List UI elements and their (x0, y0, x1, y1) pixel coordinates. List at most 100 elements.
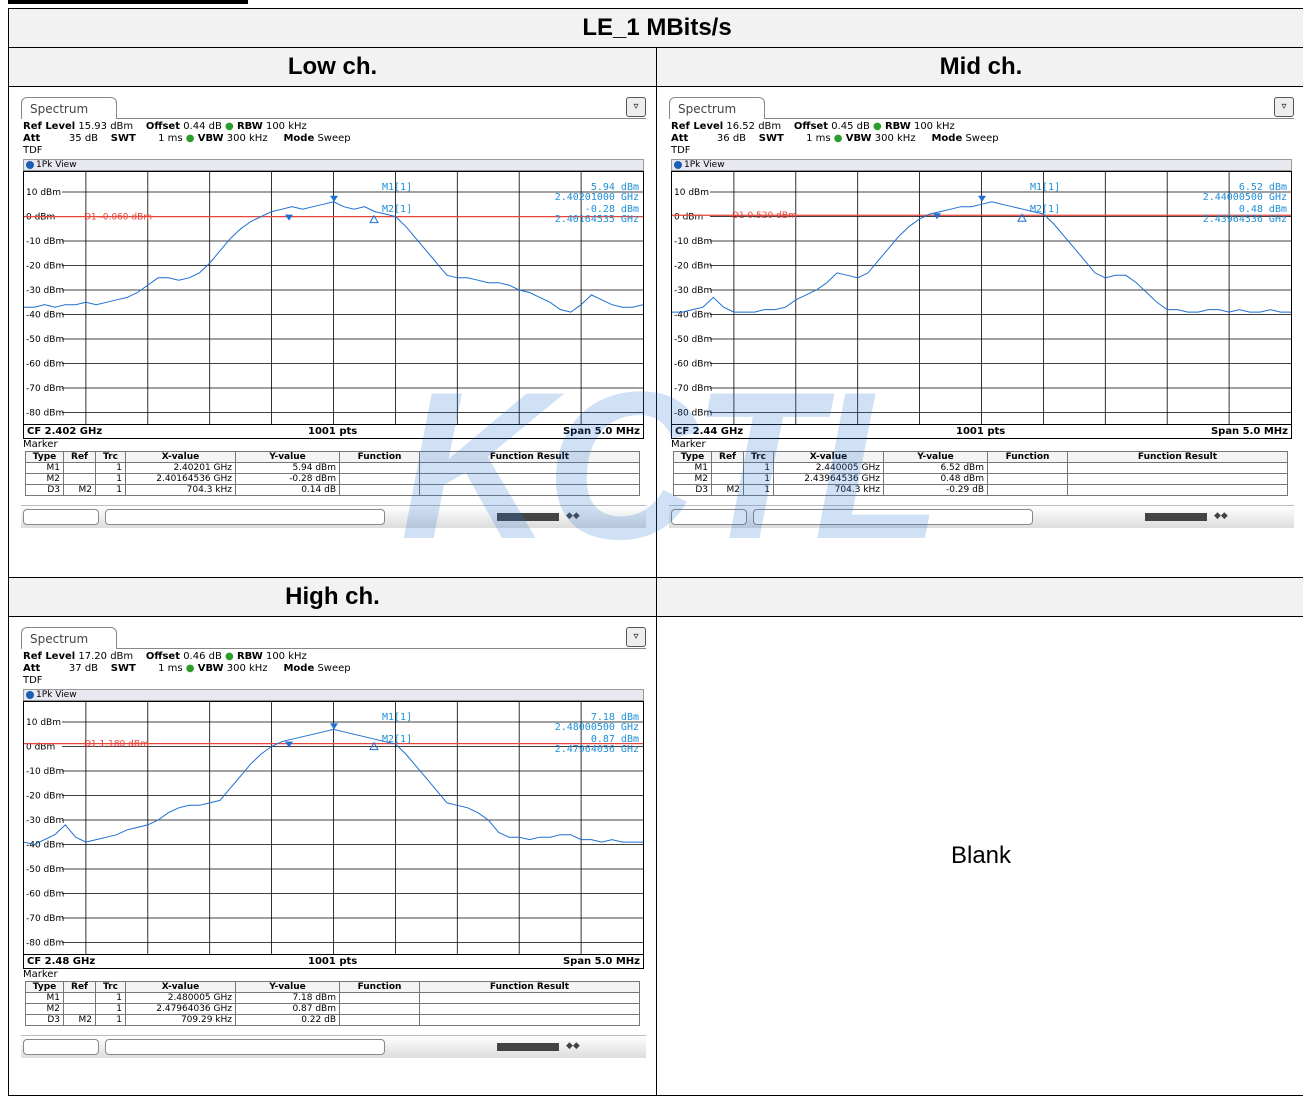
mode-value: Sweep (965, 133, 999, 144)
y-tick-label: 10 dBm (674, 188, 709, 198)
marker-row: M2 1 2.47964036 GHz 0.87 dBm (25, 1003, 640, 1015)
y-tick-label: -30 dBm (26, 286, 64, 296)
y-tick-label: -10 dBm (26, 237, 64, 247)
ref-level-value: 17.20 dBm (78, 651, 134, 662)
settings-row-2: Att 35 dB SWT 1 ms ● VBW 300 kHz Mode Sw… (23, 133, 351, 144)
offset-label: Offset (793, 121, 828, 132)
marker-cell: 6.52 dBm (883, 462, 988, 474)
y-tick-label: -40 dBm (674, 311, 712, 321)
spectrum-plot: 10 dBm 0 dBm -10 dBm -20 dBm -30 dBm -40 dBm -… (23, 701, 644, 955)
marker-cell (339, 1014, 420, 1026)
m1-marker-icon (330, 195, 338, 202)
y-tick-label: -40 dBm (26, 311, 64, 321)
m2-marker-icon (285, 214, 293, 221)
marker-row: M1 1 2.440005 GHz 6.52 dBm (673, 462, 1288, 474)
marker-cell: 0.14 dB (235, 484, 340, 496)
marker-cell: 0.48 dBm (883, 473, 988, 485)
y-tick-label: -80 dBm (26, 939, 64, 949)
marker-header-cell: Ref (63, 981, 96, 993)
marker-title: Marker (23, 439, 58, 450)
marker-cell (339, 462, 420, 474)
m1-label: M1[1] (382, 182, 412, 193)
status-field-2[interactable] (753, 509, 1033, 525)
marker-cell: D3 (25, 484, 64, 496)
m2-frequency: 2.43964536 GHz (1203, 214, 1287, 225)
ref-level-label: Ref Level (23, 651, 76, 662)
marker-cell: -0.29 dB (883, 484, 988, 496)
marker-cell (339, 992, 420, 1004)
y-tick-label: -70 dBm (26, 384, 64, 394)
marker-cell: 2.43964536 GHz (773, 473, 884, 485)
marker-title: Marker (23, 969, 58, 980)
vbw-status-dot-icon: ● (185, 663, 195, 674)
offset-label: Offset (145, 651, 180, 662)
menu-icon[interactable]: ▿ (626, 97, 646, 117)
y-tick-label: 10 dBm (26, 718, 61, 728)
view-label: 1Pk View (684, 160, 725, 170)
y-tick-label: 0 dBm (26, 213, 55, 223)
status-field-2[interactable] (105, 509, 385, 525)
progress-indicator (497, 1043, 559, 1051)
spectrum-tab[interactable]: Spectrum (21, 97, 117, 119)
marker-cell: 1 (95, 462, 126, 474)
status-field-1[interactable] (23, 1039, 99, 1055)
trace-dot-icon (26, 161, 34, 169)
marker-cell: 709.29 kHz (125, 1014, 236, 1026)
tab-line (117, 118, 646, 119)
settings-row-2: Att 37 dB SWT 1 ms ● VBW 300 kHz Mode Sw… (23, 663, 351, 674)
vbw-label: VBW (197, 663, 224, 674)
trace-dot-icon (674, 161, 682, 169)
spectrum-tab[interactable]: Spectrum (21, 627, 117, 649)
vbw-label: VBW (845, 133, 872, 144)
marker-cell: 1 (743, 462, 774, 474)
d3-marker-icon (1017, 213, 1027, 222)
att-label: Att (23, 663, 41, 674)
marker-header-cell: X-value (125, 451, 236, 463)
marker-cell: M1 (25, 462, 64, 474)
m2-frequency: 2.47964036 GHz (555, 744, 639, 755)
marker-header-cell: Type (25, 981, 64, 993)
marker-cell: 1 (95, 1014, 126, 1026)
plot-footer: CF 2.44 GHz 1001 pts Span 5.0 MHz (671, 425, 1292, 439)
y-tick-label: -60 dBm (26, 890, 64, 900)
spectrum-screenshot-high: Spectrum ▿ Ref Level 17.20 dBm Offset 0.… (21, 627, 646, 1067)
span-value: Span 5.0 MHz (562, 956, 640, 967)
m1-label: M1[1] (1030, 182, 1060, 193)
ref-level-label: Ref Level (671, 121, 724, 132)
cell-mid-shot: Spectrum ▿ Ref Level 1 6.52 dBm Offset 0.… (655, 86, 1303, 578)
m2-marker-icon (933, 213, 941, 220)
rbw-value: 100 kHz (913, 121, 955, 132)
marker-cell: 1 (95, 484, 126, 496)
status-bar: ◆◆ (21, 1035, 646, 1058)
rbw-value: 100 kHz (265, 651, 307, 662)
status-field-1[interactable] (671, 509, 747, 525)
marker-header-cell: Y-value (883, 451, 988, 463)
y-tick-label: -10 dBm (26, 767, 64, 777)
marker-cell: 1 (743, 473, 774, 485)
y-tick-label: -40 dBm (26, 841, 64, 851)
mode-label: Mode (931, 133, 963, 144)
tab-line (765, 118, 1294, 119)
tdf-label: TDF (671, 145, 691, 156)
marker-cell: M2 (25, 473, 64, 485)
m1-value: 5.94 dBm (591, 182, 639, 193)
spectrum-chart-svg: 10 dBm 0 dBm -10 dBm -20 dBm -30 dBm -40 dBm -… (24, 702, 643, 954)
att-label: Att (23, 133, 41, 144)
status-field-1[interactable] (23, 509, 99, 525)
marker-cell (419, 462, 640, 474)
spectrum-screenshot-mid: Spectrum ▿ Ref Level 1 6.52 dBm Offset 0.… (669, 97, 1294, 537)
spectrum-chart-svg: 10 dBm 0 dBm -10 dBm -20 dBm -30 dBm -40 dBm -… (672, 172, 1291, 424)
marker-cell (711, 462, 744, 474)
report-table: LE_1 MBits/s Low ch. Mid ch. Spectrum ▿ … (7, 8, 1303, 1096)
m1-marker-icon (330, 723, 338, 730)
menu-icon[interactable]: ▿ (626, 627, 646, 647)
status-field-2[interactable] (105, 1039, 385, 1055)
rbw-label: RBW (884, 121, 911, 132)
spectrum-tab[interactable]: Spectrum (669, 97, 765, 119)
marker-title: Marker (671, 439, 706, 450)
marker-cell (63, 473, 96, 485)
y-tick-label: -30 dBm (674, 286, 712, 296)
plot-footer: CF 2.48 GHz 1001 pts Span 5.0 MHz (23, 955, 644, 969)
menu-icon[interactable]: ▿ (1274, 97, 1294, 117)
marker-header-cell: Function (339, 981, 420, 993)
